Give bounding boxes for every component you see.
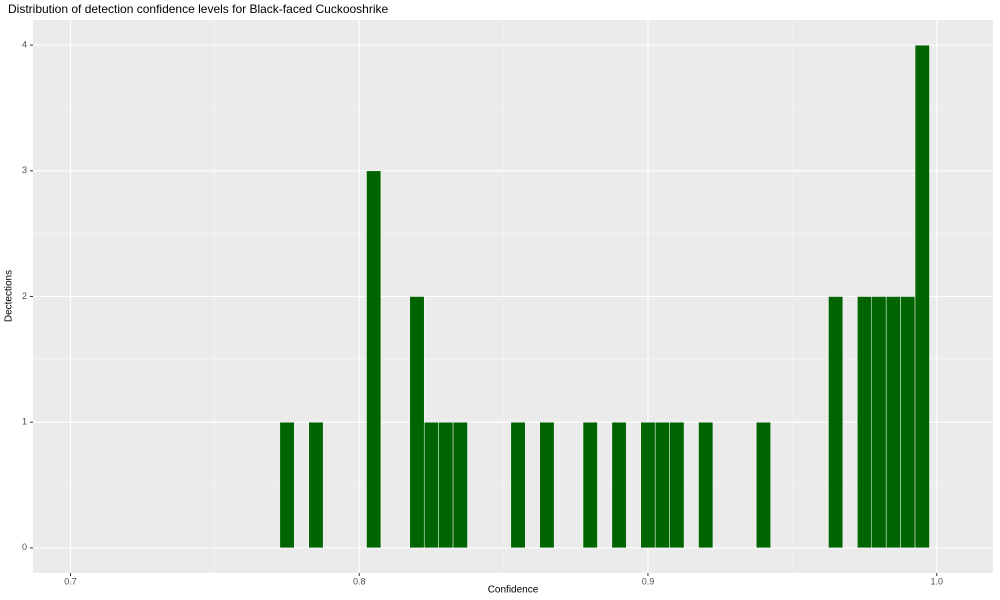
x-axis-label: Confidence: [488, 585, 539, 596]
bar: [366, 170, 382, 549]
bar: [828, 296, 844, 549]
x-tick-label: 1.0: [930, 576, 943, 586]
bar: [611, 421, 627, 549]
bar: [698, 421, 714, 549]
bar: [510, 421, 526, 549]
y-tick-label: 1: [22, 417, 27, 427]
chart-title: Distribution of detection confidence lev…: [8, 2, 389, 16]
bar: [279, 421, 295, 549]
y-tick-label: 2: [22, 291, 27, 301]
bar: [755, 421, 771, 549]
bar: [539, 421, 555, 549]
bar: [308, 421, 324, 549]
y-axis-label: Dectections: [4, 270, 15, 322]
bar: [452, 421, 468, 549]
bar: [669, 421, 685, 549]
bar: [640, 421, 656, 549]
bar: [885, 296, 901, 549]
bar: [423, 421, 439, 549]
bar: [409, 296, 425, 549]
bar: [871, 296, 887, 549]
x-tick-label: 0.8: [353, 576, 366, 586]
y-tick-label: 4: [22, 40, 27, 50]
bar: [900, 296, 916, 549]
bar: [914, 44, 930, 549]
x-tick-label: 0.9: [642, 576, 655, 586]
bar: [582, 421, 598, 549]
y-tick-label: 0: [22, 542, 27, 552]
y-tick-label: 3: [22, 165, 27, 175]
x-tick-label: 0.7: [64, 576, 77, 586]
bar: [654, 421, 670, 549]
bar: [438, 421, 454, 549]
bar: [857, 296, 872, 549]
